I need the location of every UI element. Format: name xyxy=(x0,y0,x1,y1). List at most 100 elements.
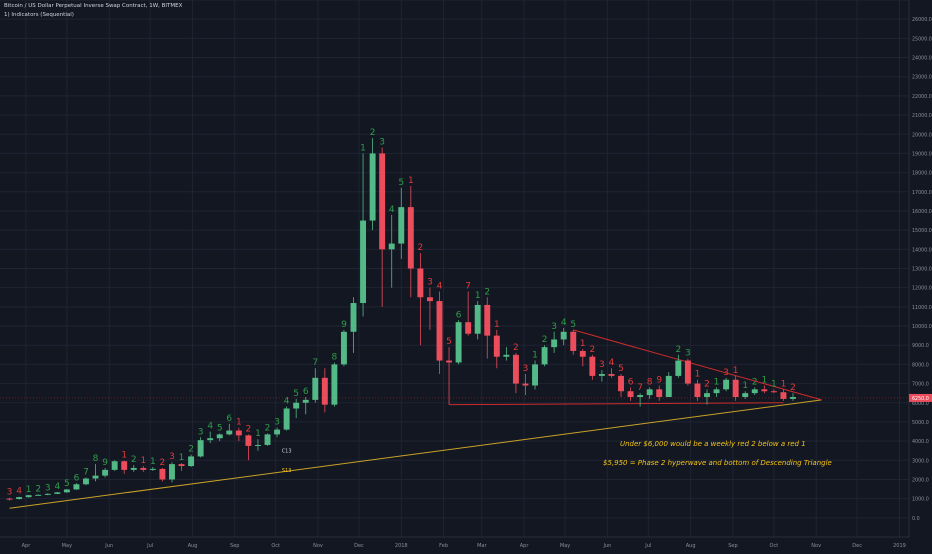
candle-body xyxy=(83,478,89,485)
candle-body xyxy=(178,464,185,467)
x-tick-label: May xyxy=(560,543,570,549)
sequential-count: 6 xyxy=(456,310,462,320)
candle-body xyxy=(207,438,214,441)
candle-body xyxy=(646,389,653,396)
x-tick-label: Sep xyxy=(230,543,239,549)
candle-body xyxy=(474,304,481,334)
sequential-count: 5 xyxy=(64,479,70,489)
sequential-count: 2 xyxy=(589,345,595,355)
sequential-count: 9 xyxy=(341,320,347,330)
y-tick-label: 0.0 xyxy=(912,516,920,522)
trendline-resistance xyxy=(573,329,822,401)
y-tick-label: 19000.0 xyxy=(912,151,932,157)
candle-body xyxy=(369,153,376,221)
y-tick-label: 5000.0 xyxy=(912,420,929,426)
candle-body xyxy=(350,303,357,332)
candle-body xyxy=(627,391,634,397)
x-tick-label: Feb xyxy=(439,543,448,549)
y-axis[interactable]: 26000.0 25000.0 24000.0 23000.0 22000.0 21000… xyxy=(908,0,932,550)
x-tick-label: Oct xyxy=(770,543,779,549)
y-tick-label: 20000.0 xyxy=(912,132,932,138)
sequential-count: 3 xyxy=(551,322,557,332)
sequential-count: 1 xyxy=(475,291,481,301)
sequential-count: 2 xyxy=(484,287,490,297)
candle-body xyxy=(25,495,32,498)
candle-body xyxy=(398,207,405,244)
candle-body xyxy=(388,243,395,250)
y-tick-label: 10000.0 xyxy=(912,324,932,330)
candle-body xyxy=(665,375,672,397)
candle-body xyxy=(302,399,309,403)
candle-body xyxy=(780,392,787,399)
y-tick-label: 25000.0 xyxy=(912,36,932,42)
sequential-count: 2 xyxy=(675,345,681,355)
sequential-count: 1 xyxy=(150,457,156,467)
x-tick-label: Jul xyxy=(146,543,153,549)
y-tick-label: 22000.0 xyxy=(912,94,932,100)
x-tick-label: Aug xyxy=(686,543,696,549)
candle-body xyxy=(570,331,577,351)
candle-body xyxy=(493,335,500,357)
x-tick-label: Aug xyxy=(188,543,198,549)
sequential-count: 2 xyxy=(265,423,271,433)
indicator-label[interactable]: 1) Indicators (Sequential) xyxy=(4,12,74,18)
sequential-count: 3 xyxy=(198,427,204,437)
sequential-count: 5 xyxy=(293,389,299,399)
candle-body xyxy=(379,153,386,250)
candle-body xyxy=(44,493,51,495)
sequential-count: 1 xyxy=(121,451,127,461)
sequential-count: 4 xyxy=(389,205,395,215)
candle-body xyxy=(770,391,777,393)
sequential-count: 2 xyxy=(246,424,252,434)
candle-body xyxy=(560,331,567,340)
y-tick-label: 26000.0 xyxy=(912,17,932,23)
x-axis[interactable]: Apr May Jun Jul Aug Sep Oct Nov Dec 2018 Feb Mar Apr… xyxy=(0,536,909,549)
sequential-count: 3 xyxy=(379,138,385,148)
symbol-title: Bitcoin / US Dollar Perpetual Inverse Sw… xyxy=(4,3,183,9)
sequential-count: 7 xyxy=(637,383,643,393)
x-tick-label: 2018 xyxy=(395,543,408,549)
candle-body xyxy=(675,360,682,376)
candle-body xyxy=(598,373,605,376)
x-tick-label: Nov xyxy=(313,543,323,549)
y-tick-label: 4000.0 xyxy=(912,439,929,445)
sequential-count: 5 xyxy=(398,178,404,188)
candle-body xyxy=(197,440,204,457)
candle-body xyxy=(274,429,281,435)
candle-body xyxy=(589,356,596,376)
candle-body xyxy=(159,468,166,480)
sequential-count: 9 xyxy=(656,375,662,385)
x-tick-label: Sep xyxy=(728,543,737,549)
candle-body xyxy=(35,494,42,496)
candle-body xyxy=(130,467,137,470)
candle-body xyxy=(188,456,195,467)
sequential-count: 7 xyxy=(465,282,471,292)
sequential-count: 4 xyxy=(54,482,60,492)
candles xyxy=(6,138,796,501)
candle-body xyxy=(63,489,70,493)
sequential-count: 3 xyxy=(7,488,13,498)
annotation-under-6000: Under $6,000 would be a weekly red 2 bel… xyxy=(620,440,806,448)
sequential-count: 6 xyxy=(628,377,634,387)
y-tick-label: 16000.0 xyxy=(912,209,932,215)
sequential-count: 8 xyxy=(332,352,338,362)
y-tick-label: 6000.0 xyxy=(912,401,929,407)
sequential-count: 5 xyxy=(570,320,576,330)
sequential-count: 6 xyxy=(226,414,232,424)
x-tick-label: Apr xyxy=(520,543,530,549)
candle-body xyxy=(331,364,338,405)
sequential-count: 2 xyxy=(790,383,796,393)
candle-body xyxy=(484,304,491,336)
sequential-count: 2 xyxy=(752,377,758,387)
candle-body xyxy=(54,492,61,494)
sequential-count: 1 xyxy=(532,351,538,361)
candle-body xyxy=(790,396,796,399)
sequential-count: 4 xyxy=(16,487,22,497)
candle-body xyxy=(293,402,300,409)
sequential-count: 3 xyxy=(723,368,729,378)
sequential-count: 2 xyxy=(370,128,376,138)
candle-body xyxy=(761,389,768,392)
candle-body xyxy=(751,389,758,394)
